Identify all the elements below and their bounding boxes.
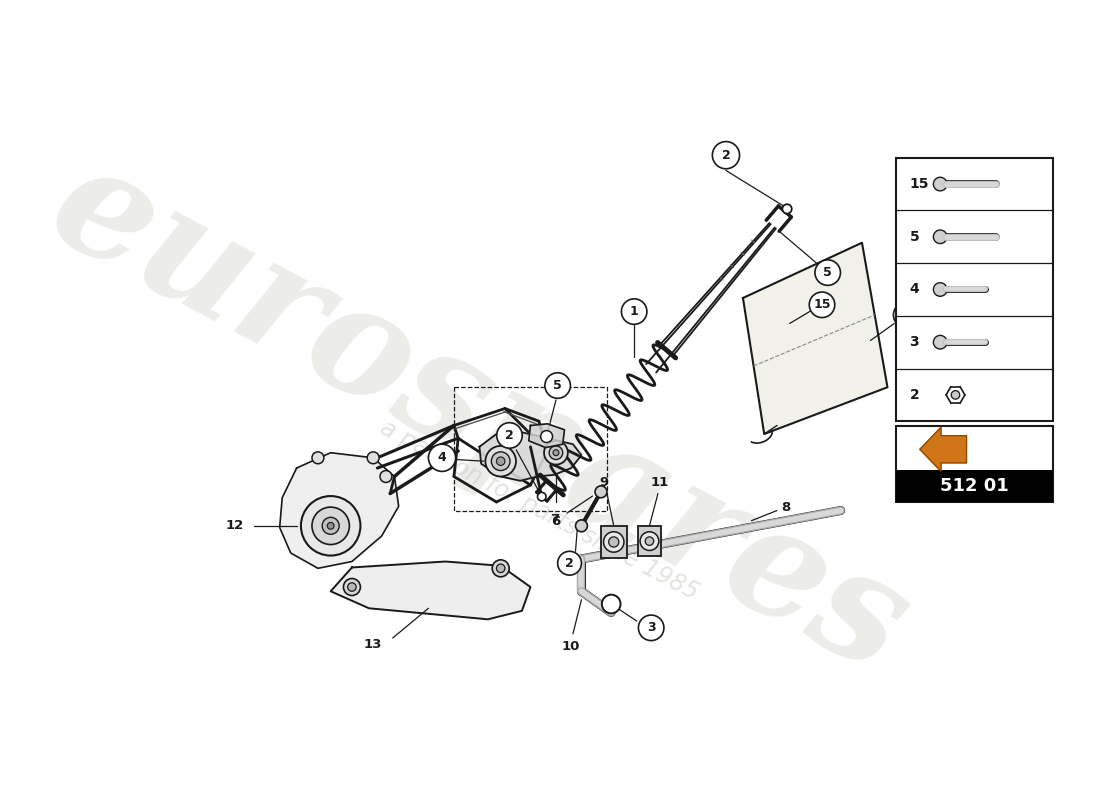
Circle shape [367, 452, 380, 464]
Circle shape [544, 441, 568, 465]
Circle shape [553, 450, 559, 456]
Polygon shape [331, 562, 530, 619]
Circle shape [608, 537, 619, 547]
Circle shape [312, 452, 323, 464]
Polygon shape [529, 424, 564, 448]
Circle shape [428, 444, 455, 471]
Circle shape [595, 486, 607, 498]
Circle shape [322, 518, 339, 534]
Bar [896, 470, 1053, 502]
Text: 5: 5 [910, 230, 920, 244]
Text: 512 01: 512 01 [940, 477, 1009, 495]
Circle shape [492, 560, 509, 577]
Bar [638, 526, 661, 557]
Circle shape [602, 594, 620, 614]
Circle shape [604, 532, 624, 552]
Circle shape [497, 422, 522, 448]
Circle shape [934, 178, 947, 191]
Bar [896, 158, 1053, 422]
Text: 12: 12 [226, 519, 244, 532]
Circle shape [893, 302, 918, 328]
Circle shape [343, 578, 361, 595]
Text: 15: 15 [910, 177, 930, 191]
Text: 5: 5 [553, 379, 562, 392]
Polygon shape [480, 432, 582, 481]
Text: 4: 4 [438, 451, 447, 464]
Text: 2: 2 [722, 149, 730, 162]
Text: 11: 11 [650, 476, 669, 489]
Circle shape [301, 496, 361, 555]
Circle shape [782, 204, 792, 214]
Circle shape [952, 390, 959, 399]
Text: 7: 7 [550, 513, 559, 526]
Text: 10: 10 [562, 640, 581, 653]
Circle shape [713, 142, 739, 169]
Circle shape [492, 452, 510, 470]
Circle shape [538, 493, 546, 501]
Circle shape [934, 282, 947, 296]
Circle shape [934, 230, 947, 243]
Text: 2: 2 [505, 429, 514, 442]
Text: 2: 2 [910, 388, 920, 402]
Text: 15: 15 [813, 298, 830, 311]
Circle shape [575, 520, 587, 532]
Bar [896, 426, 1053, 502]
Text: 1: 1 [630, 305, 638, 318]
Circle shape [312, 507, 350, 545]
Text: 3: 3 [910, 335, 920, 349]
Text: 6: 6 [551, 514, 561, 528]
Text: 4: 4 [910, 282, 920, 297]
Circle shape [496, 457, 505, 466]
Polygon shape [279, 453, 398, 568]
Polygon shape [920, 427, 967, 471]
Text: eurospares: eurospares [26, 129, 932, 705]
Text: 3: 3 [647, 622, 656, 634]
Polygon shape [742, 242, 888, 434]
Circle shape [348, 582, 356, 591]
Circle shape [328, 522, 334, 530]
Circle shape [934, 335, 947, 349]
Text: 5: 5 [823, 266, 832, 279]
Circle shape [621, 299, 647, 324]
Bar [601, 526, 627, 558]
Text: 13: 13 [363, 638, 382, 651]
Circle shape [558, 551, 582, 575]
Circle shape [638, 615, 664, 641]
Text: 14: 14 [898, 309, 915, 322]
Circle shape [485, 446, 516, 477]
Circle shape [540, 430, 552, 442]
Text: 8: 8 [781, 502, 790, 514]
Text: a passion for parts since 1985: a passion for parts since 1985 [376, 416, 702, 605]
Circle shape [810, 292, 835, 318]
Circle shape [646, 537, 653, 546]
Circle shape [379, 470, 392, 482]
Circle shape [549, 446, 563, 459]
Text: 2: 2 [565, 557, 574, 570]
Text: 9: 9 [600, 476, 608, 489]
Circle shape [496, 564, 505, 573]
Circle shape [640, 532, 659, 550]
Circle shape [815, 260, 840, 286]
Circle shape [544, 373, 571, 398]
